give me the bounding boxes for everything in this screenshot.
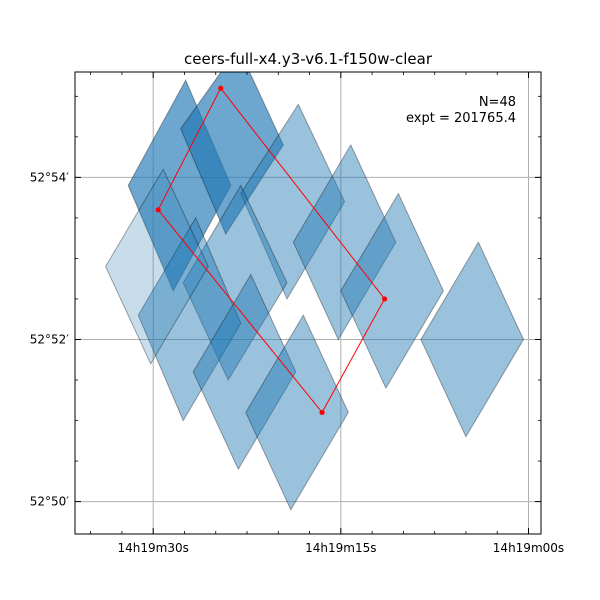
outline-vertex-3: [319, 409, 325, 416]
x-tick-label-2: 14h19m00s: [493, 541, 564, 555]
tile-6: [192, 273, 297, 471]
chart-title: ceers-full-x4.y3-v6.1-f150w-clear: [184, 50, 433, 68]
n-label: N=48: [479, 95, 516, 110]
tile-2: [240, 103, 346, 300]
tile-5: [292, 143, 397, 341]
y-tick-label-1: 52°52′: [30, 332, 70, 346]
outline-vertex-2: [382, 296, 388, 302]
tile-8: [340, 192, 444, 390]
x-tick-label-0: 14h19m30s: [118, 541, 189, 555]
tile-1: [180, 72, 284, 236]
outline-vertex-0: [155, 207, 161, 213]
ticks: 14h19m30s 14h19m15s 14h19m00s 52°50′ 52°52′ 5…: [30, 72, 564, 555]
tile-9: [420, 241, 525, 438]
expt-label: expt = 201765.4: [406, 111, 516, 126]
tile-3: [182, 184, 288, 382]
outline-vertex-1: [218, 85, 224, 91]
y-tick-label-0: 52°50′: [30, 495, 70, 509]
x-tick-label-1: 14h19m15s: [305, 541, 376, 555]
tile-4: [137, 216, 242, 422]
outline: [155, 85, 388, 416]
plot-frame: [74, 71, 542, 535]
tile-7: [245, 314, 349, 511]
y-tick-label-2: 52°54′: [30, 170, 70, 184]
tiles: [105, 72, 525, 511]
tile-10: [105, 168, 209, 365]
